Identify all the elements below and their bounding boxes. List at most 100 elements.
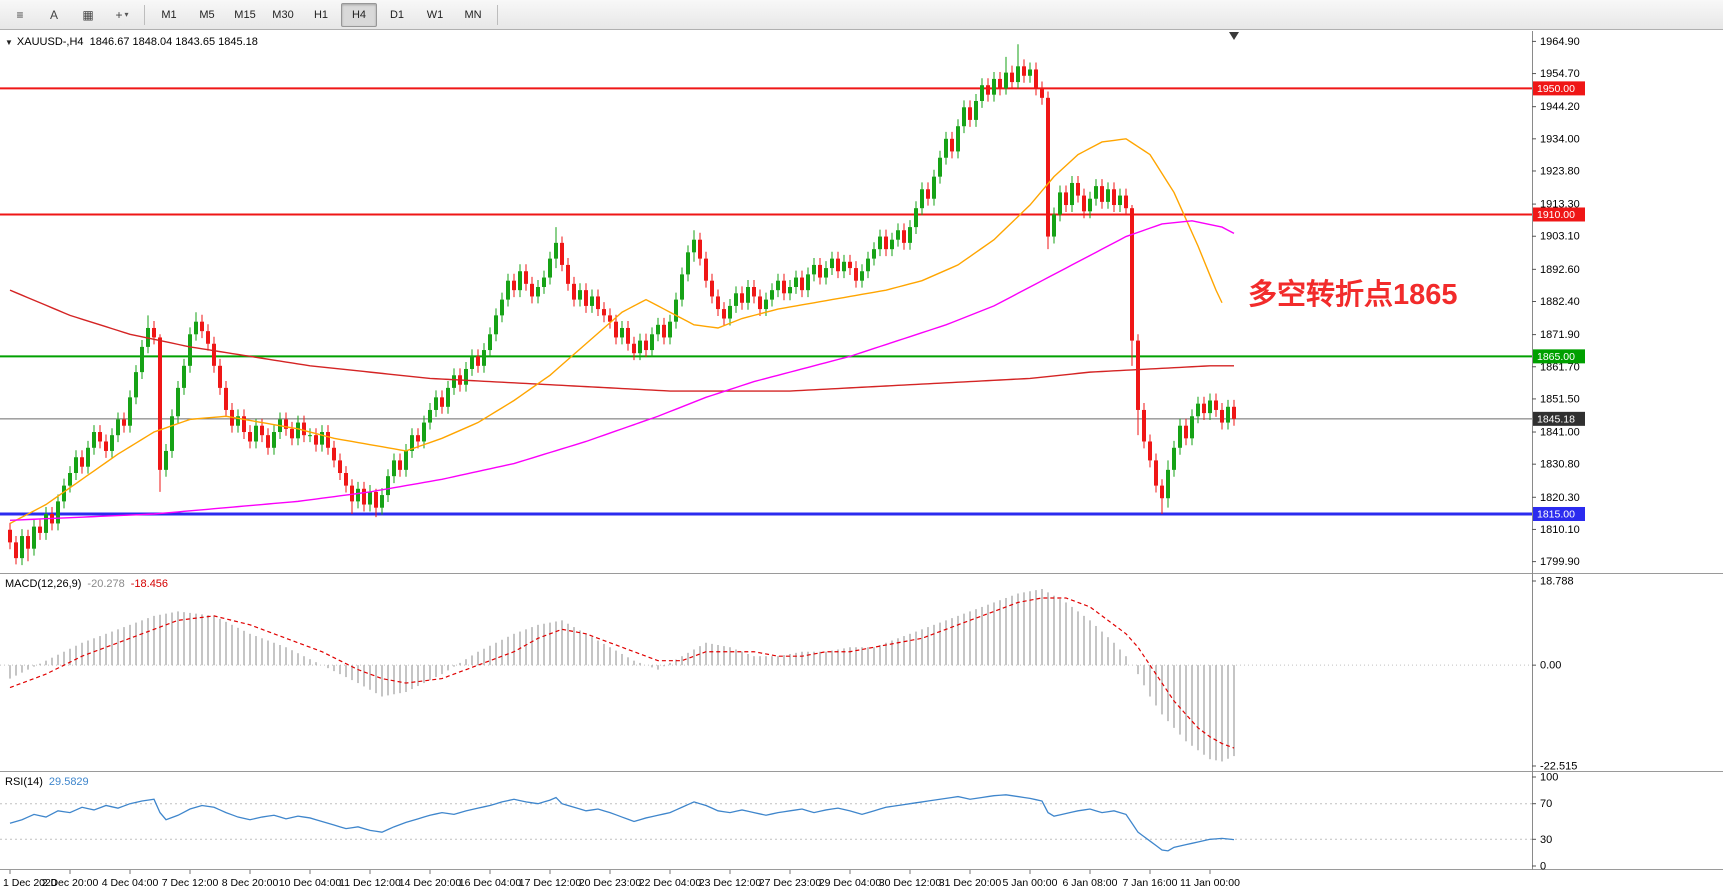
symbol-period-label: XAUUSD-,H4 <box>16 36 84 48</box>
timeframe-button-M1[interactable]: M1 <box>161 8 177 21</box>
candle-body <box>224 387 228 410</box>
candle-body <box>416 435 420 442</box>
candle-body <box>500 299 504 316</box>
candle-body <box>1190 416 1194 439</box>
time-axis-label: 20 Dec 23:00 <box>579 877 642 889</box>
candle-body <box>824 268 828 278</box>
candle-body <box>1076 182 1080 196</box>
candle-body <box>548 258 552 278</box>
candle-body <box>716 296 720 310</box>
candle-body <box>1100 186 1104 202</box>
price-axis-label: 1861.70 <box>1540 361 1580 373</box>
shift-marker-icon[interactable] <box>1229 32 1239 40</box>
candle-body <box>56 501 60 524</box>
candle-body <box>482 350 486 366</box>
candle-body <box>938 157 942 177</box>
candle-body <box>674 299 678 322</box>
candle-body <box>356 488 360 502</box>
macd-axis-label: 0.00 <box>1540 660 1561 672</box>
timeframe-button-D1[interactable]: D1 <box>389 8 405 21</box>
candle-body <box>1034 69 1038 89</box>
candle-body <box>530 283 534 297</box>
main-chart-pane[interactable] <box>0 31 1723 572</box>
timeframe-button-W1[interactable]: W1 <box>426 8 444 21</box>
candle-body <box>872 249 876 259</box>
candle-body <box>374 491 378 508</box>
annotation-text[interactable]: 多空转折点1865 <box>1248 279 1458 311</box>
macd-main-value: -20.278 <box>87 578 125 590</box>
price-axis-label: 1944.20 <box>1540 101 1580 113</box>
candle-body <box>566 264 570 284</box>
candle-body <box>410 435 414 451</box>
candle-body <box>182 365 186 388</box>
candle-body <box>206 331 210 344</box>
candle-body <box>398 460 402 470</box>
candle-body <box>296 422 300 439</box>
candle-body <box>440 397 444 407</box>
chart-template-icon[interactable]: ▦ <box>82 7 94 22</box>
candle-body <box>1130 208 1134 341</box>
candle-body <box>956 126 960 152</box>
candle-body <box>164 450 168 470</box>
price-axis-label: 1903.10 <box>1540 231 1580 243</box>
candle-body <box>680 274 684 300</box>
indicators-icon[interactable]: ≡ <box>16 7 24 22</box>
candle-body <box>1040 88 1044 98</box>
candle-body <box>362 488 366 505</box>
candle-body <box>116 419 120 436</box>
macd-axis-label: -22.515 <box>1540 761 1577 773</box>
candle-body <box>1172 447 1176 470</box>
candle-body <box>710 280 714 297</box>
candle-body <box>200 321 204 332</box>
candle-body <box>860 271 864 281</box>
candle-body <box>914 208 918 228</box>
macd-pane[interactable] <box>0 574 1723 770</box>
candle-body <box>128 397 132 426</box>
candle-body <box>734 293 738 306</box>
timeframe-button-M5[interactable]: M5 <box>199 8 215 21</box>
candle-body <box>452 375 456 388</box>
timeframe-button-MN[interactable]: MN <box>464 8 482 21</box>
time-axis-label: 30 Dec 12:00 <box>879 877 942 889</box>
cursor-mode-icon[interactable]: + ▾ <box>115 7 129 22</box>
text-tool-icon[interactable]: A <box>49 7 58 22</box>
candle-body <box>1166 469 1170 499</box>
candle-body <box>1142 409 1146 442</box>
candle-body <box>590 296 594 306</box>
rsi-label: RSI(14) 29.5829 <box>5 776 89 788</box>
candle-body <box>926 189 930 199</box>
rsi-value: 29.5829 <box>48 776 89 788</box>
price-axis-label: 1882.40 <box>1540 296 1580 308</box>
candle-body <box>668 321 672 338</box>
time-axis-label: 23 Dec 12:00 <box>699 877 762 889</box>
macd-name: MACD(12,26,9) <box>5 578 82 590</box>
candle-body <box>68 473 72 486</box>
candle-body <box>830 258 834 269</box>
rsi-pane[interactable] <box>0 772 1723 868</box>
time-axis[interactable] <box>0 870 1723 896</box>
candle-body <box>932 176 936 199</box>
symbol-dropdown-icon[interactable]: ▼ <box>5 38 13 47</box>
timeframe-button-H1[interactable]: H1 <box>313 8 329 21</box>
candle-body <box>536 286 540 297</box>
price-axis[interactable] <box>1532 31 1723 870</box>
candle-body <box>512 280 516 291</box>
candle-body <box>98 432 102 442</box>
price-tag <box>1533 506 1585 521</box>
timeframe-button-M15[interactable]: M15 <box>234 8 256 21</box>
candle-body <box>728 305 732 319</box>
price-axis-label: 1851.50 <box>1540 393 1580 405</box>
candle-body <box>560 242 564 265</box>
candle-body <box>290 428 294 439</box>
candle-body <box>314 435 318 445</box>
candle-body <box>584 290 588 306</box>
chevron-down-icon: ▾ <box>124 10 129 19</box>
candle-body <box>782 280 786 294</box>
timeframe-button-M30[interactable]: M30 <box>272 8 294 21</box>
time-axis-label: 22 Dec 04:00 <box>639 877 702 889</box>
candle-body <box>1016 66 1020 83</box>
price-axis-label: 1892.60 <box>1540 264 1580 276</box>
candle-body <box>644 340 648 351</box>
timeframe-button-H4[interactable]: H4 <box>341 2 377 27</box>
price-tag <box>1533 207 1585 222</box>
